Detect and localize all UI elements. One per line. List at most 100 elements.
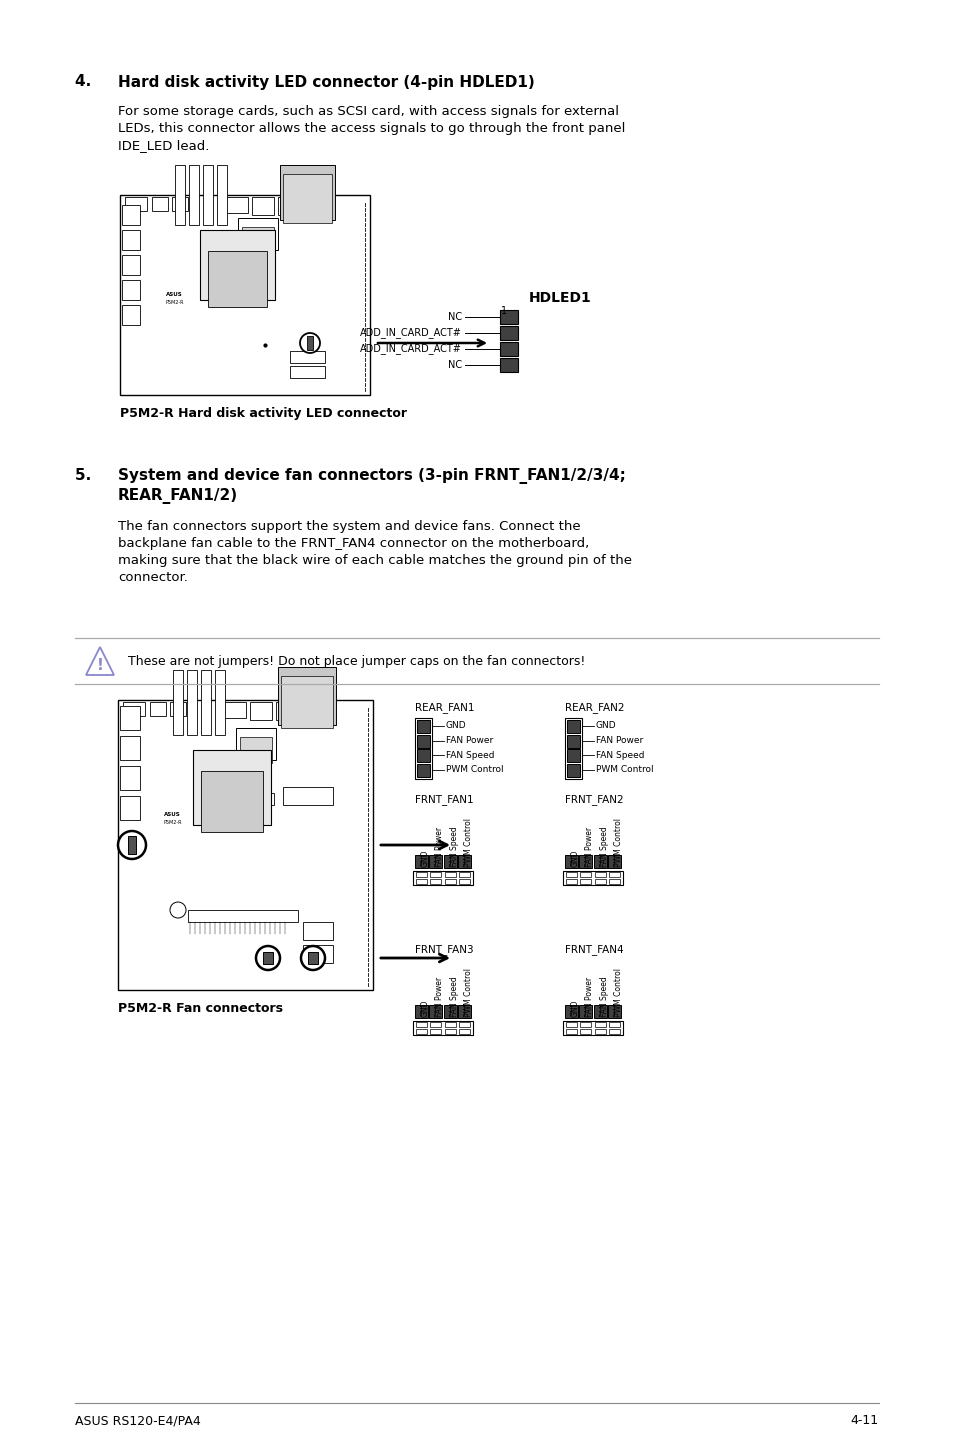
Bar [595, 1030, 605, 1034]
Bar [566, 735, 579, 748]
Text: ADD_IN_CARD_ACT#: ADD_IN_CARD_ACT# [359, 344, 461, 354]
Text: For some storage cards, such as SCSI card, with access signals for external
LEDs: For some storage cards, such as SCSI car… [118, 105, 625, 152]
Bar [303, 945, 333, 963]
Text: ASUS: ASUS [166, 292, 183, 298]
Bar [415, 1005, 428, 1018]
Bar [233, 792, 251, 805]
Circle shape [301, 946, 325, 971]
Bar [200, 230, 274, 301]
Text: The fan connectors support the system and device fans. Connect the
backplane fan: The fan connectors support the system an… [118, 521, 631, 584]
Text: !: ! [96, 659, 103, 673]
Text: P5M2-R: P5M2-R [166, 299, 184, 305]
Text: FRNT_FAN3: FRNT_FAN3 [415, 945, 473, 955]
Bar [237, 219, 277, 250]
Circle shape [170, 902, 186, 917]
Bar [499, 311, 517, 324]
Text: FAN Power: FAN Power [435, 976, 444, 1017]
Circle shape [118, 831, 146, 858]
Bar [416, 879, 427, 884]
Bar [416, 1022, 427, 1027]
Bar [263, 952, 273, 963]
Text: GND: GND [420, 850, 430, 867]
Bar [255, 792, 274, 805]
Bar [172, 197, 188, 211]
Bar [118, 700, 373, 989]
Bar [122, 305, 140, 325]
Text: FAN Power: FAN Power [585, 976, 594, 1017]
Bar [203, 165, 213, 224]
Bar [566, 720, 579, 733]
Text: GND: GND [571, 850, 579, 867]
Text: PWM Control: PWM Control [596, 765, 653, 774]
Bar [443, 1005, 456, 1018]
Bar [566, 749, 579, 762]
Text: GND: GND [596, 722, 616, 731]
Bar [307, 336, 313, 349]
Text: 4.: 4. [75, 75, 107, 89]
Bar [595, 1022, 605, 1027]
Text: FRNT_FAN4: FRNT_FAN4 [564, 945, 623, 955]
Bar [174, 165, 185, 224]
Bar [125, 197, 147, 211]
Bar [459, 1030, 470, 1034]
Bar [122, 230, 140, 250]
Bar [499, 326, 517, 339]
Bar [595, 879, 605, 884]
Bar [609, 871, 619, 877]
Bar [564, 1005, 578, 1018]
Text: ADD_IN_CARD_ACT#: ADD_IN_CARD_ACT# [359, 328, 461, 338]
Bar [565, 1022, 577, 1027]
Bar [235, 728, 275, 761]
Bar [220, 197, 248, 213]
Bar [416, 871, 427, 877]
Bar [564, 718, 581, 778]
Bar [416, 764, 430, 777]
Bar [252, 197, 274, 216]
Bar [579, 879, 591, 884]
Bar [566, 764, 579, 777]
Bar [188, 910, 297, 922]
Bar [277, 667, 335, 725]
Bar [290, 351, 325, 362]
Bar [595, 871, 605, 877]
Bar [562, 1021, 623, 1035]
Bar [122, 255, 140, 275]
Bar [608, 1005, 620, 1018]
Text: FRNT_FAN2: FRNT_FAN2 [564, 794, 623, 805]
Bar [283, 787, 333, 805]
Bar [459, 1022, 470, 1027]
Text: FAN Power: FAN Power [446, 736, 493, 745]
Bar [430, 1030, 441, 1034]
Bar [416, 720, 430, 733]
Bar [218, 702, 246, 718]
Text: FAN Speed: FAN Speed [599, 976, 608, 1017]
Bar [150, 702, 166, 716]
Bar [444, 1022, 456, 1027]
Text: NC: NC [447, 312, 461, 322]
Text: ASUS RS120-E4/PA4: ASUS RS120-E4/PA4 [75, 1415, 200, 1428]
Bar [608, 856, 620, 869]
Bar [594, 1005, 606, 1018]
Bar [609, 1022, 619, 1027]
Text: FAN Speed: FAN Speed [599, 827, 608, 867]
Bar [562, 871, 623, 884]
Bar [415, 856, 428, 869]
Bar [416, 735, 430, 748]
Text: System and device fan connectors (3-pin FRNT_FAN1/2/3/4;
REAR_FAN1/2): System and device fan connectors (3-pin … [118, 467, 625, 503]
Bar [201, 771, 263, 833]
Text: FRNT_FAN1: FRNT_FAN1 [415, 794, 473, 805]
Text: These are not jumpers! Do not place jumper caps on the fan connectors!: These are not jumpers! Do not place jump… [128, 654, 585, 667]
Bar [201, 670, 211, 735]
Text: P5M2-R Fan connectors: P5M2-R Fan connectors [118, 1001, 283, 1014]
Bar [499, 358, 517, 372]
Bar [609, 879, 619, 884]
Text: FAN Speed: FAN Speed [596, 751, 644, 759]
Bar [443, 856, 456, 869]
Bar [308, 952, 317, 963]
Text: GND: GND [446, 722, 466, 731]
Bar [193, 751, 271, 825]
Text: PWM Control: PWM Control [614, 818, 623, 867]
Text: 1: 1 [500, 306, 507, 316]
Text: FAN Speed: FAN Speed [450, 976, 458, 1017]
Bar [172, 670, 183, 735]
